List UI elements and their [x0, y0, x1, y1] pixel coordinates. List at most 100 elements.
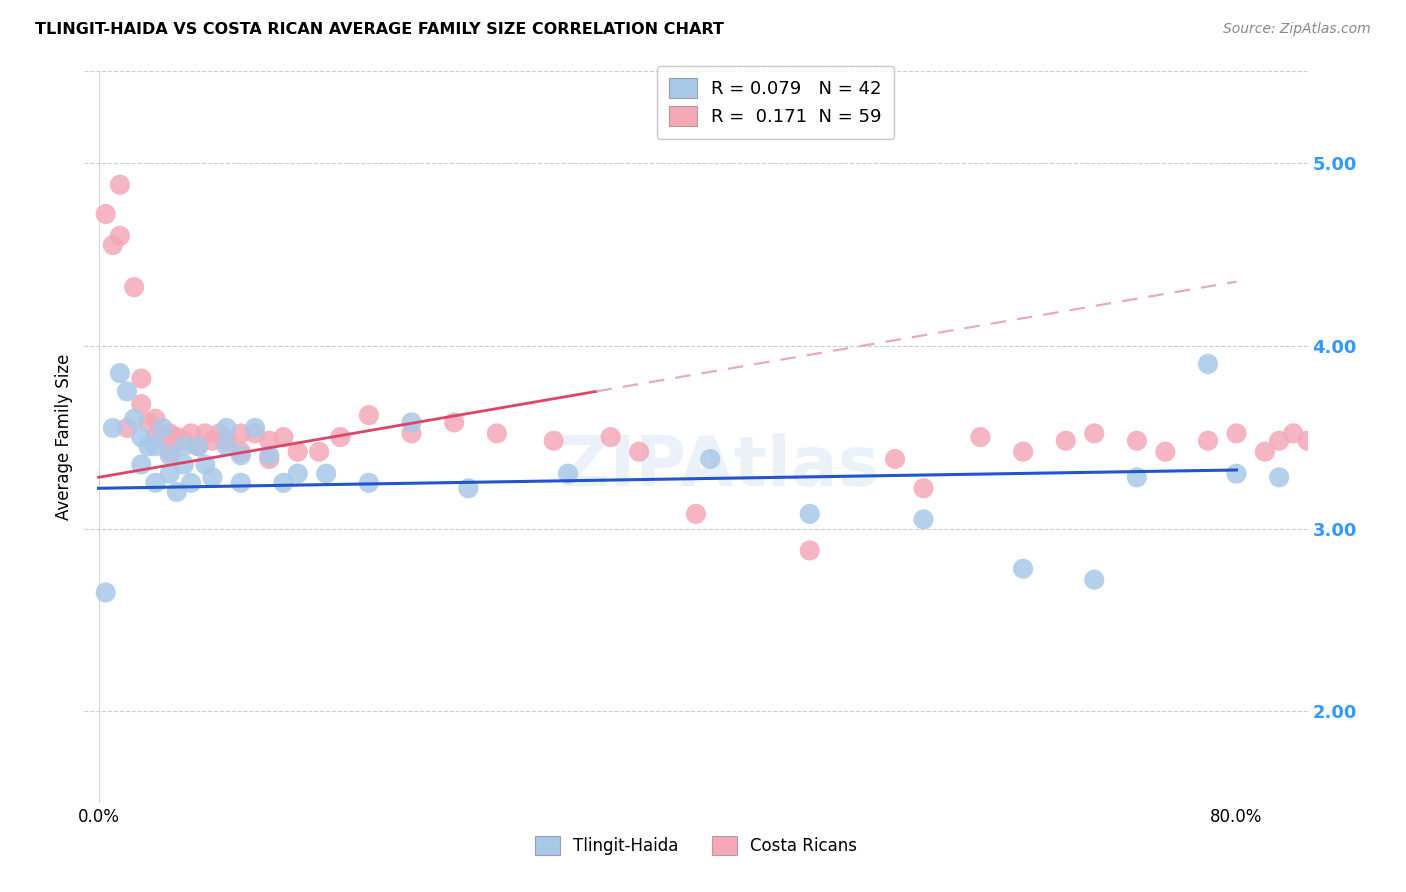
Point [173, 434, 195, 448]
Point [799, 507, 821, 521]
Point [273, 475, 295, 490]
Point [599, 430, 621, 444]
Point [1339, 444, 1361, 458]
Point [912, 512, 935, 526]
Point [159, 467, 181, 481]
Point [1083, 426, 1105, 441]
Point [129, 430, 152, 444]
Point [145, 475, 167, 490]
Text: TLINGIT-HAIDA VS COSTA RICAN AVERAGE FAMILY SIZE CORRELATION CHART: TLINGIT-HAIDA VS COSTA RICAN AVERAGE FAM… [35, 22, 724, 37]
Point [166, 485, 188, 500]
Point [152, 430, 174, 444]
Point [557, 467, 579, 481]
Point [115, 384, 138, 399]
Point [145, 430, 167, 444]
Point [259, 452, 281, 467]
Point [357, 475, 380, 490]
Point [1296, 434, 1319, 448]
Point [94, 207, 117, 221]
Point [1154, 444, 1177, 458]
Point [129, 371, 152, 385]
Point [1339, 426, 1361, 441]
Point [1197, 434, 1219, 448]
Point [194, 426, 217, 441]
Point [1353, 434, 1375, 448]
Text: ZIPAtlas: ZIPAtlas [561, 433, 880, 500]
Point [243, 426, 266, 441]
Point [1225, 426, 1247, 441]
Point [485, 426, 508, 441]
Point [1268, 434, 1291, 448]
Point [173, 458, 195, 472]
Point [329, 430, 352, 444]
Point [166, 430, 188, 444]
Point [243, 421, 266, 435]
Point [1012, 444, 1035, 458]
Point [152, 421, 174, 435]
Y-axis label: Average Family Size: Average Family Size [55, 354, 73, 520]
Point [229, 448, 252, 462]
Point [201, 470, 224, 484]
Point [443, 416, 465, 430]
Point [173, 439, 195, 453]
Point [401, 426, 423, 441]
Point [138, 416, 160, 430]
Point [1324, 434, 1347, 448]
Point [108, 178, 131, 192]
Point [1126, 434, 1149, 448]
Point [357, 408, 380, 422]
Point [229, 475, 252, 490]
Point [159, 448, 181, 462]
Point [129, 458, 152, 472]
Point [115, 421, 138, 435]
Point [457, 481, 479, 495]
Point [101, 238, 124, 252]
Point [1054, 434, 1077, 448]
Point [1012, 562, 1035, 576]
Point [215, 439, 238, 453]
Point [180, 426, 202, 441]
Point [138, 439, 160, 453]
Point [187, 439, 209, 453]
Point [287, 467, 309, 481]
Text: Source: ZipAtlas.com: Source: ZipAtlas.com [1223, 22, 1371, 37]
Point [287, 444, 309, 458]
Point [1225, 467, 1247, 481]
Point [884, 452, 907, 467]
Point [101, 421, 124, 435]
Point [108, 366, 131, 380]
Point [685, 507, 707, 521]
Point [187, 439, 209, 453]
Point [159, 444, 181, 458]
Point [229, 426, 252, 441]
Point [1310, 444, 1333, 458]
Point [145, 439, 167, 453]
Point [799, 543, 821, 558]
Point [1254, 444, 1277, 458]
Point [969, 430, 991, 444]
Point [628, 444, 651, 458]
Point [180, 475, 202, 490]
Point [1268, 470, 1291, 484]
Point [194, 458, 217, 472]
Point [94, 585, 117, 599]
Point [1083, 573, 1105, 587]
Point [201, 434, 224, 448]
Point [122, 280, 145, 294]
Point [1197, 357, 1219, 371]
Point [259, 434, 281, 448]
Legend: Tlingit-Haida, Costa Ricans: Tlingit-Haida, Costa Ricans [529, 830, 863, 862]
Point [259, 448, 281, 462]
Point [159, 426, 181, 441]
Point [145, 412, 167, 426]
Point [108, 229, 131, 244]
Point [273, 430, 295, 444]
Point [122, 412, 145, 426]
Point [215, 434, 238, 448]
Point [229, 444, 252, 458]
Point [215, 421, 238, 435]
Point [208, 426, 231, 441]
Point [912, 481, 935, 495]
Point [543, 434, 565, 448]
Point [129, 397, 152, 411]
